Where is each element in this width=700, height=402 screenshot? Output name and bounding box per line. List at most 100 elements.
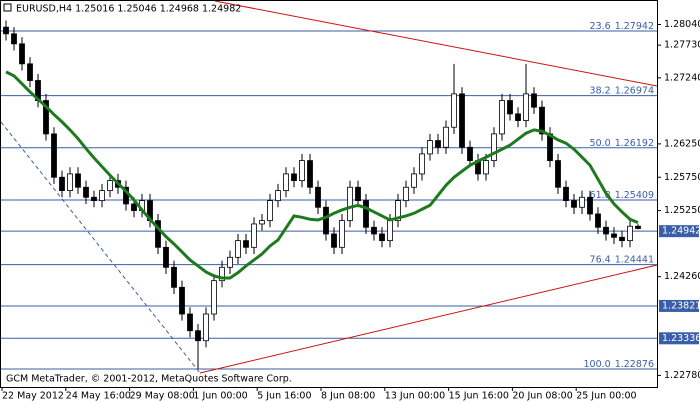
candle-body (107, 180, 113, 191)
candle-body (579, 196, 585, 208)
price-box-label: 1.23821 (662, 300, 700, 311)
fib-label: 76.4 1.24441 (590, 254, 654, 265)
candle-body (611, 233, 617, 238)
trend-line (214, 0, 658, 87)
x-tick-label: 13 Jun 00:00 (385, 391, 445, 402)
candle-body (43, 100, 49, 135)
candle-body (171, 266, 177, 288)
fib-price: 1.22876 (615, 358, 654, 369)
x-tick-label: 29 May 08:00 (130, 391, 195, 402)
y-tick-label: 1.28040 (664, 19, 700, 30)
candle-body (531, 93, 537, 108)
x-tick-label: 1 Jun 00:00 (193, 391, 247, 402)
y-tick-label: 1.25250 (664, 205, 700, 216)
candle-body (19, 43, 25, 65)
candle-body (387, 220, 393, 242)
candle-body (571, 200, 577, 208)
candle-body (307, 160, 313, 188)
chart-title: EURUSD,H4 1.25016 1.25046 1.24968 1.2498… (16, 4, 241, 15)
candle-body (347, 186, 353, 222)
fib-price: 1.25409 (615, 190, 654, 201)
candle-body (179, 286, 185, 315)
candle-body (595, 213, 601, 228)
candle-body (603, 226, 609, 235)
candle-body (507, 100, 513, 115)
candle-body (267, 200, 273, 222)
candle-body (379, 233, 385, 242)
candle-body (291, 173, 297, 181)
candle-body (499, 100, 505, 135)
candle-body (515, 113, 521, 121)
fib-label: 50.0 1.26192 (590, 137, 654, 148)
candle-body (75, 173, 81, 188)
candle-body (131, 203, 137, 212)
price-box-label: 1.23336 (662, 333, 700, 344)
x-tick-label: 24 May 16:00 (66, 391, 131, 402)
fib-ratio: 38.2 (590, 85, 611, 96)
candle-body (323, 206, 329, 235)
y-tick-label: 1.26250 (664, 138, 700, 149)
fib-ratio: 100.0 (584, 358, 611, 369)
fib-price: 1.26974 (615, 85, 654, 96)
candle-body (451, 93, 457, 128)
candle-body (627, 225, 633, 242)
x-tick-label: 20 Jun 08:00 (512, 391, 572, 402)
candle-body (187, 313, 193, 332)
candle-body (563, 186, 569, 202)
y-tick-label: 1.24260 (664, 271, 700, 282)
x-tick-label: 22 May 2012 (2, 391, 64, 402)
candle-body (411, 173, 417, 188)
candle-body (619, 236, 625, 242)
candle-body (67, 173, 73, 191)
x-tick-label: 5 Jun 16:00 (257, 391, 311, 402)
fib-ratio: 50.0 (590, 137, 611, 148)
candle-body (587, 196, 593, 215)
candle-body (195, 330, 201, 342)
candle-body (539, 106, 545, 135)
candle-body (259, 220, 265, 225)
fib-price: 1.24441 (615, 254, 654, 265)
candle-body (219, 266, 225, 282)
candle-body (83, 186, 89, 198)
price-box (659, 332, 699, 345)
candle-body (435, 140, 441, 148)
fib-label: 38.2 1.26974 (590, 85, 654, 96)
plot-frame (0, 0, 658, 388)
fib-base-line (0, 121, 201, 374)
candle-body (355, 186, 361, 202)
candle-body (243, 240, 249, 248)
fib-label: 100.0 1.22876 (584, 358, 655, 369)
candle-body (155, 220, 161, 248)
candle-body (3, 26, 9, 35)
candle-body (395, 200, 401, 222)
fib-ratio: 23.6 (590, 21, 611, 32)
candle-body (99, 190, 105, 202)
candle-body (235, 240, 241, 258)
candle-body (491, 133, 497, 161)
fib-label: 61.8 1.25409 (590, 190, 654, 201)
moving-average (5, 70, 639, 280)
y-tick-label: 1.27730 (664, 40, 700, 51)
candle-body (211, 280, 217, 315)
candle-body (635, 225, 641, 229)
candle-body (275, 190, 281, 202)
candle-body (51, 133, 57, 178)
y-tick-label: 1.27240 (664, 72, 700, 83)
y-tick-label: 1.25750 (664, 172, 700, 183)
candle-body (203, 313, 209, 342)
x-tick-label: 15 Jun 16:00 (449, 391, 509, 402)
candle-body (443, 126, 449, 148)
fib-ratio: 61.8 (590, 190, 611, 201)
candle-body (523, 93, 529, 121)
candle-body (467, 146, 473, 161)
trend-line (199, 264, 658, 374)
price-box (659, 225, 699, 238)
x-tick-label: 8 Jun 08:00 (321, 391, 375, 402)
candle-body (59, 176, 65, 191)
price-box-label: 1.24942 (662, 226, 700, 237)
candle-body (555, 160, 561, 188)
candle-body (91, 196, 97, 202)
candle-body (315, 186, 321, 208)
candle-body (403, 186, 409, 202)
